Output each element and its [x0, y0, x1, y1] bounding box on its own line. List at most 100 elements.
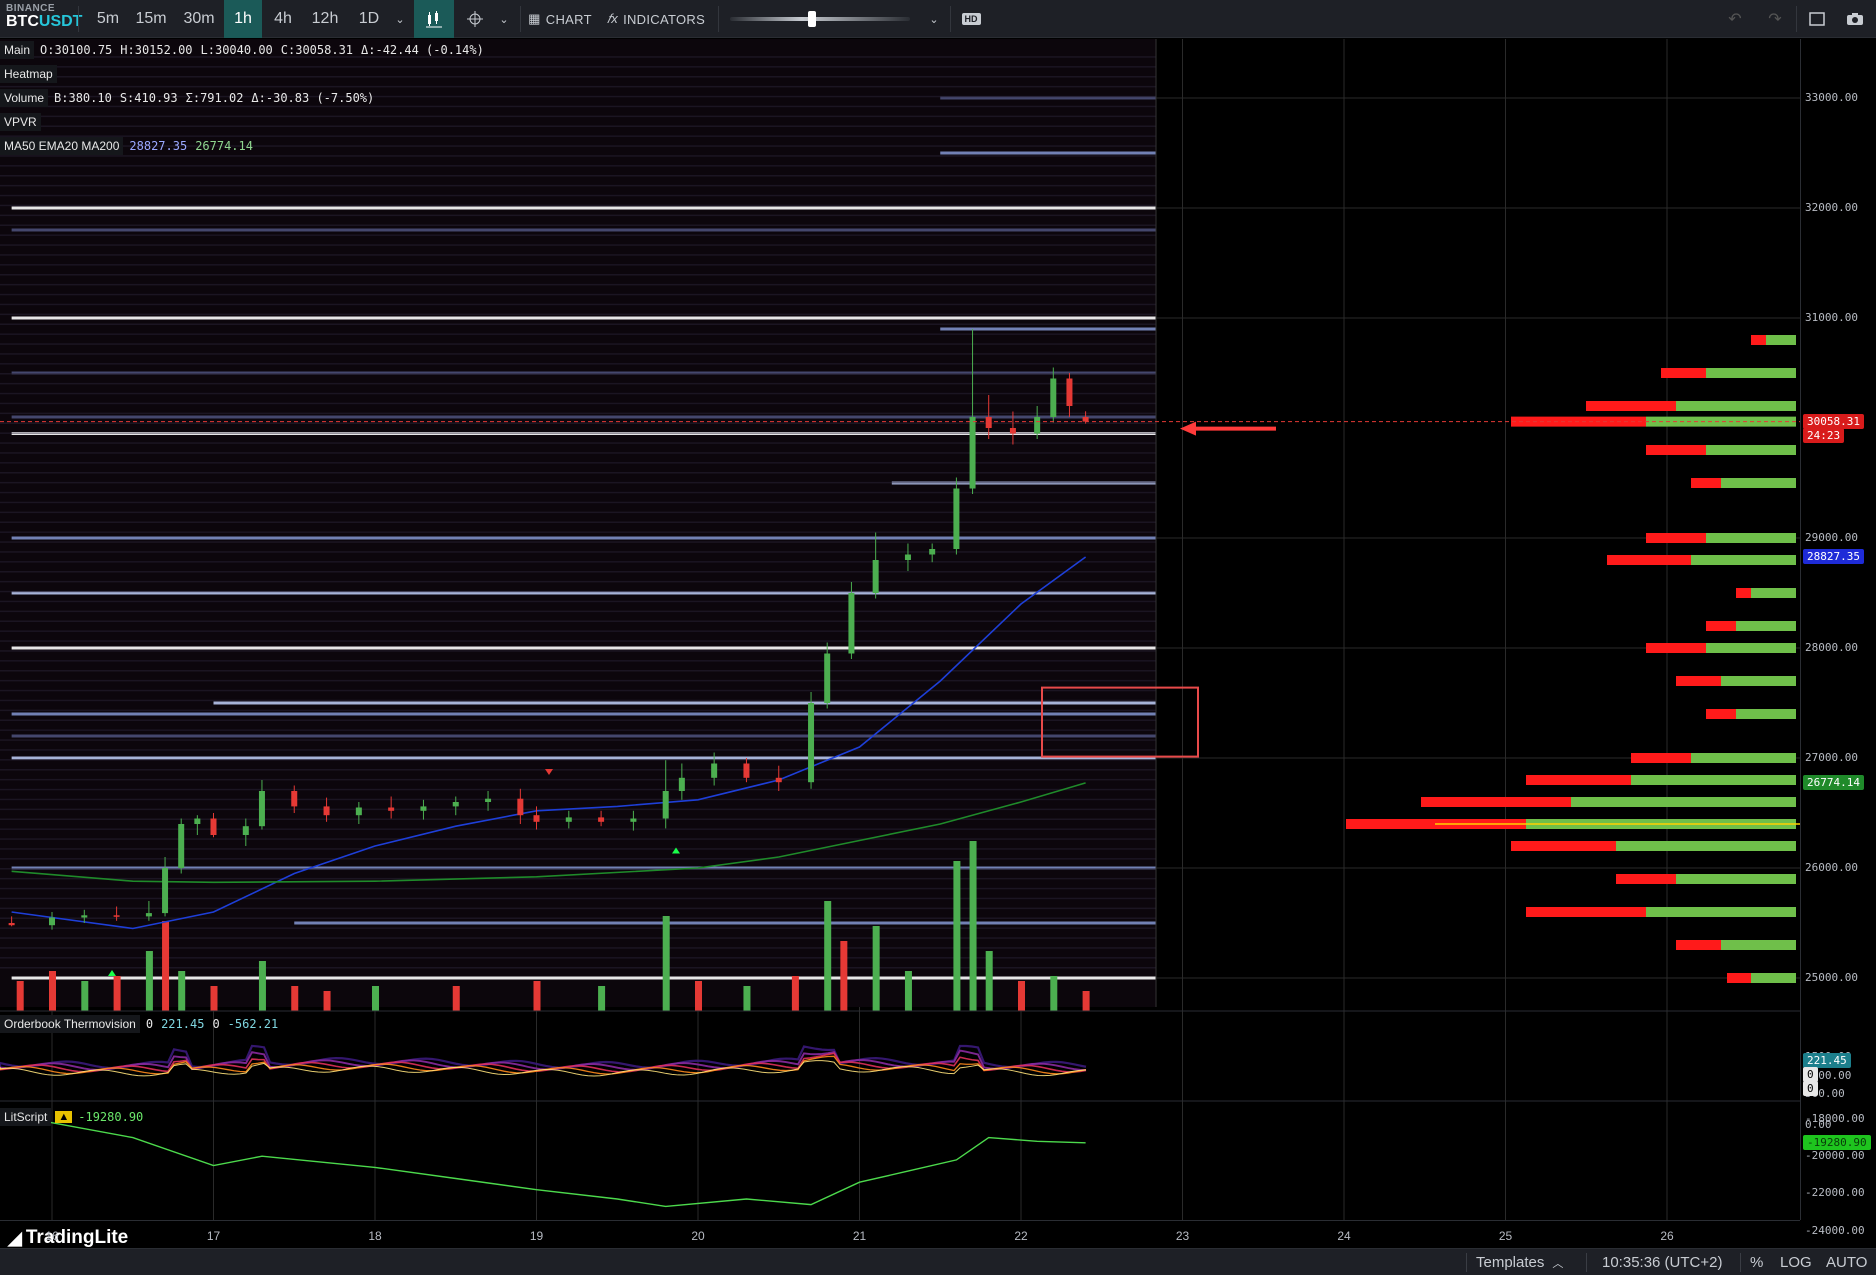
vpvr-sell-bar	[1661, 368, 1706, 378]
crosshair-icon[interactable]	[460, 0, 490, 38]
time-axis-label: 26	[1660, 1229, 1674, 1243]
time-axis-label: 21	[852, 1229, 867, 1243]
heatmap-faint-level	[0, 551, 1156, 553]
legend-volume-buy: B:380.10	[54, 91, 112, 105]
price-axis[interactable]: 33000.00 32000.00 31000.00 29000.00 28000.00…	[1800, 39, 1876, 1237]
timeframe-30m[interactable]: 30m	[183, 10, 215, 27]
thermo-v1: 0	[145, 1017, 154, 1031]
candle-up	[242, 826, 249, 835]
heatmap-level	[11, 976, 1156, 980]
legend-low: L:30040.00	[200, 43, 273, 57]
symbol-base: BTC	[6, 13, 39, 30]
heatmap-faint-level	[0, 917, 1156, 919]
timeframe-1h[interactable]: 1h	[224, 0, 262, 38]
timeframe-12h[interactable]: 12h	[311, 10, 339, 27]
candle-down	[323, 806, 330, 816]
legend-volume-tag[interactable]: Volume	[0, 89, 49, 107]
chart-menu-button[interactable]: ▦ CHART	[526, 0, 594, 38]
vpvr-buy-bar	[1721, 478, 1796, 488]
percent-toggle[interactable]: %	[1750, 1254, 1764, 1271]
annotation-highlight-box	[1041, 686, 1199, 758]
heatmap-level	[213, 701, 1156, 705]
heatmap-faint-level	[0, 808, 1156, 811]
litscript-tag[interactable]: LitScript	[0, 1108, 52, 1126]
vpvr-buy-bar	[1766, 335, 1796, 345]
heatmap-faint-level	[0, 66, 1156, 68]
legend-vpvr: VPVR	[0, 112, 47, 132]
thermovision-band	[0, 1044, 1087, 1070]
thermo-axis-label: 0.00	[1805, 1118, 1832, 1131]
camera-icon[interactable]	[1842, 0, 1868, 38]
redo-icon[interactable]: ↷	[1768, 11, 1782, 28]
legend-heatmap-tag[interactable]: Heatmap	[0, 65, 57, 83]
vpvr-sell-bar	[1631, 753, 1691, 763]
log-toggle[interactable]: LOG	[1780, 1254, 1812, 1271]
candles-icon[interactable]	[414, 0, 454, 38]
thermo-v3: 0	[212, 1017, 220, 1031]
legend-ma50-value: 28827.35	[129, 139, 188, 153]
heatmap-faint-level	[0, 353, 1156, 355]
auto-toggle[interactable]: AUTO	[1826, 1254, 1868, 1271]
heatmap-faint-level	[0, 541, 1156, 543]
layout-icon[interactable]	[1804, 0, 1830, 38]
vpvr-buy-bar	[1736, 621, 1796, 631]
timeframe-5m[interactable]: 5m	[96, 10, 120, 27]
timeframe-15m[interactable]: 15m	[135, 10, 167, 27]
chevron-down-icon[interactable]: ⌄	[929, 13, 939, 26]
sell-signal-arrow-icon	[545, 769, 553, 775]
thermovision-band	[0, 1049, 1087, 1071]
vpvr-buy-bar	[1736, 709, 1796, 719]
vpvr-sell-bar	[1676, 940, 1721, 950]
volume-bar-buy	[178, 971, 186, 1011]
heatmap-faint-level	[0, 194, 1156, 197]
heatmap-faint-level	[0, 739, 1156, 741]
divider	[1740, 1253, 1741, 1272]
heatmap-faint-level	[0, 531, 1156, 533]
candle-down	[985, 417, 992, 428]
hd-label: HD	[961, 13, 981, 25]
candle-down	[388, 807, 395, 811]
heatmap-faint-level	[0, 937, 1156, 939]
vpvr-buy-bar	[1631, 775, 1796, 785]
legend-vpvr-tag[interactable]: VPVR	[0, 113, 41, 131]
main-chart-canvas[interactable]	[0, 39, 1800, 1220]
timeframe-1d[interactable]: 1D	[358, 10, 380, 27]
legend-main-tag[interactable]: Main	[0, 41, 35, 59]
time-axis-label: 25	[1498, 1229, 1513, 1243]
timeframe-4h[interactable]: 4h	[274, 10, 292, 27]
last-price-tag: 30058.31	[1803, 413, 1864, 429]
warning-icon[interactable]: ▲	[55, 1111, 73, 1123]
heatmap-opacity-slider[interactable]	[730, 11, 910, 27]
hd-toggle[interactable]: HD	[958, 0, 984, 38]
heatmap-faint-level	[0, 571, 1156, 573]
symbol-selector[interactable]: BTCUSDT	[6, 13, 82, 31]
templates-button[interactable]: Templates ︿	[1476, 1249, 1563, 1275]
heatmap-faint-level	[0, 749, 1156, 751]
slider-thumb[interactable]	[808, 11, 816, 27]
candle-down	[113, 915, 120, 917]
heatmap-faint-level	[0, 640, 1156, 642]
candle-up	[420, 806, 427, 811]
legend-ma-tag[interactable]: MA50 EMA20 MA200	[0, 137, 124, 155]
volume-bar-buy	[985, 951, 993, 1011]
legend-ma200-value: 26774.14	[195, 139, 253, 153]
heatmap-faint-level	[0, 274, 1156, 276]
heatmap-faint-level	[0, 224, 1156, 226]
thermovision-tag[interactable]: Orderbook Thermovision	[0, 1015, 140, 1033]
undo-icon[interactable]: ↶	[1728, 11, 1742, 28]
heatmap-faint-level	[0, 590, 1156, 593]
time-axis[interactable]: 16 17 18 19 20 21 22 23 24 25 26	[0, 1220, 1800, 1248]
timeframe-dropdown-chevron-icon[interactable]: ⌄	[395, 13, 405, 26]
heatmap-level	[940, 96, 1156, 100]
divider	[1466, 1253, 1467, 1272]
indicators-button[interactable]: 𝑓x INDICATORS	[604, 0, 708, 38]
heatmap-faint-level	[0, 412, 1156, 415]
chart-area[interactable]: Main O:30100.75 H:30152.00 L:30040.00 C:…	[0, 39, 1800, 1248]
chevron-down-icon[interactable]: ⌄	[499, 13, 509, 26]
vpvr-sell-bar	[1526, 907, 1646, 917]
time-axis-label: 18	[368, 1229, 382, 1243]
volume-bar-sell	[452, 986, 460, 1011]
toolbar: BINANCE BTCUSDT 5m 15m 30m 1h 4h 12h 1D …	[0, 0, 1876, 38]
heatmap-faint-level	[0, 204, 1156, 207]
